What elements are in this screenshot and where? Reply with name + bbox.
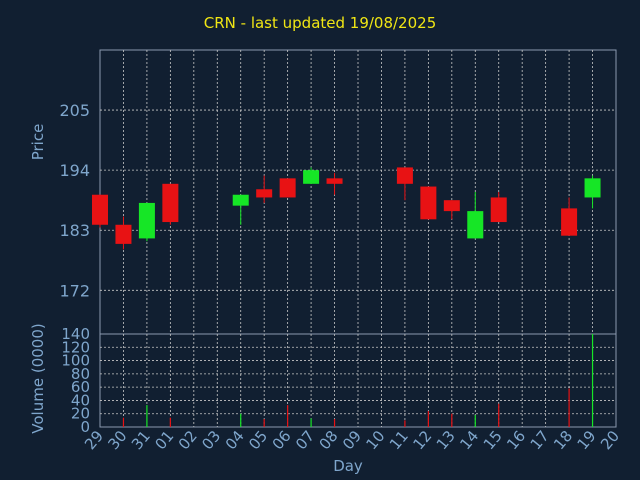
candle-body bbox=[420, 186, 437, 220]
x-tick-label: 14 bbox=[456, 427, 482, 453]
volume-tick-label: 60 bbox=[71, 378, 90, 396]
candle-body bbox=[467, 211, 484, 239]
candle-body bbox=[490, 197, 507, 223]
x-tick-label: 04 bbox=[222, 427, 248, 453]
volume-tick-label: 140 bbox=[61, 325, 90, 343]
x-tick-label: 31 bbox=[128, 427, 154, 453]
candle-body bbox=[279, 178, 296, 198]
candle-body bbox=[303, 170, 320, 184]
volume-tick-label: 0 bbox=[80, 418, 90, 436]
volume-tick-label: 20 bbox=[71, 405, 90, 423]
x-tick-label: 01 bbox=[151, 427, 177, 453]
x-tick-label: 16 bbox=[503, 427, 529, 453]
x-tick-label: 30 bbox=[104, 427, 130, 453]
x-tick-label: 03 bbox=[198, 427, 224, 453]
x-tick-label: 13 bbox=[433, 427, 459, 453]
price-tick-label: 194 bbox=[59, 161, 90, 180]
candle-body bbox=[115, 224, 132, 244]
price-tick-label: 205 bbox=[59, 101, 90, 120]
candle-body bbox=[256, 189, 273, 198]
candle-body bbox=[232, 194, 249, 206]
x-tick-label: 10 bbox=[362, 427, 388, 453]
volume-axis-title: Volume (0000) bbox=[29, 323, 47, 433]
price-tick-label: 183 bbox=[59, 221, 90, 240]
volume-tick-label: 100 bbox=[61, 352, 90, 370]
x-tick-label: 06 bbox=[269, 427, 295, 453]
x-tick-label: 08 bbox=[316, 427, 342, 453]
x-tick-label: 05 bbox=[245, 427, 271, 453]
volume-tick-label: 40 bbox=[71, 391, 90, 409]
x-tick-label: 11 bbox=[386, 427, 412, 453]
x-tick-label: 20 bbox=[597, 427, 623, 453]
candle-body bbox=[396, 167, 413, 184]
chart-title: CRN - last updated 19/08/2025 bbox=[203, 14, 437, 32]
x-axis-title: Day bbox=[333, 457, 363, 475]
price-axis-title: Price bbox=[29, 124, 47, 161]
candle-body bbox=[561, 208, 578, 236]
candle-body bbox=[92, 194, 108, 225]
x-tick-label: 09 bbox=[339, 427, 365, 453]
candle-body bbox=[326, 178, 343, 184]
x-tick-label: 15 bbox=[480, 427, 506, 453]
volume-tick-label: 80 bbox=[71, 365, 90, 383]
candle-body bbox=[162, 183, 179, 223]
x-tick-label: 07 bbox=[292, 427, 318, 453]
x-tick-label: 18 bbox=[550, 427, 576, 453]
price-tick-label: 172 bbox=[59, 281, 90, 300]
x-tick-label: 02 bbox=[175, 427, 201, 453]
volume-tick-label: 120 bbox=[61, 338, 90, 356]
candle-body bbox=[138, 202, 155, 239]
candle-body bbox=[443, 200, 460, 212]
x-tick-label: 12 bbox=[409, 427, 435, 453]
candle-body bbox=[584, 178, 601, 198]
x-tick-label: 19 bbox=[574, 427, 600, 453]
x-tick-label: 17 bbox=[527, 427, 553, 453]
